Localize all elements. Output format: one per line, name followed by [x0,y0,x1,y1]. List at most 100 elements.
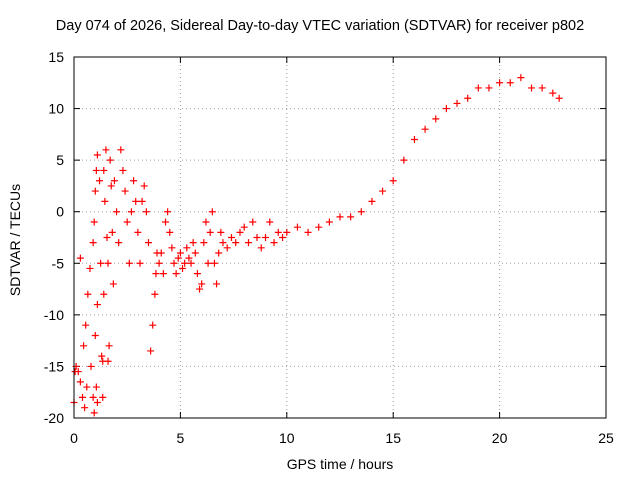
data-point [110,177,118,185]
y-tick-label: 5 [56,152,64,168]
data-point [196,285,204,293]
data-point [474,84,482,92]
data-point [127,208,135,216]
data-point [80,342,88,350]
data-point [101,197,109,205]
data-point [89,393,97,401]
data-point [92,383,100,391]
data-point [106,156,114,164]
data-point [170,259,178,267]
data-point [227,234,235,241]
data-point [93,301,101,309]
data-point [304,228,312,236]
data-point [102,146,110,154]
y-tick-label: 0 [56,204,64,220]
data-point [185,254,193,262]
data-point [283,228,291,236]
data-point [136,259,144,267]
x-tick-label: 0 [70,430,78,446]
data-point [89,239,97,247]
data-point [215,249,223,257]
data-point [149,321,157,329]
data-point [90,218,98,226]
data-point [164,208,172,216]
data-point [191,249,199,257]
data-point [204,259,212,267]
data-point [76,378,84,386]
data-point [100,290,108,298]
data-point [202,218,210,226]
data-point [183,244,191,252]
data-point [325,218,333,226]
data-point [162,218,170,226]
data-point [151,290,159,298]
data-point [244,239,252,247]
data-point [159,270,167,278]
data-point [125,259,133,267]
data-point [174,254,182,262]
x-tick-label: 20 [492,430,508,446]
data-point [187,259,195,267]
data-point [179,264,187,272]
data-point [108,228,116,236]
data-point [98,352,106,360]
x-tick-label: 10 [279,430,295,446]
data-point [142,208,150,216]
data-point [104,259,112,267]
data-point [217,228,225,236]
data-point [293,223,301,231]
data-point [83,383,91,391]
data-point [347,213,355,221]
data-point [517,74,525,82]
data-point [76,254,84,262]
data-point [123,218,131,226]
data-point [168,244,176,252]
data-point [157,249,165,257]
data-point [109,280,117,288]
data-point [453,99,461,107]
x-tick-label: 15 [385,430,401,446]
data-point [97,259,105,267]
data-point [155,259,163,267]
data-point [147,347,155,355]
data-point [528,84,536,92]
data-point [206,228,214,236]
axis-ticks [73,56,607,419]
data-point [92,166,100,174]
data-point [115,239,123,247]
data-point [119,166,127,174]
data-point [96,177,104,185]
data-point [90,409,98,417]
data-point [84,290,92,298]
data-point [464,94,472,102]
data-point [140,182,148,190]
data-point [421,125,429,133]
data-point [91,187,99,195]
data-point [152,270,160,278]
data-point [485,84,493,92]
data-point [82,321,90,329]
data-point [198,280,206,288]
data-point [379,187,387,195]
data-point [81,404,89,412]
y-axis-label: SDTVAR / TECUs [7,183,23,297]
data-point [121,187,129,195]
data-point [236,228,244,236]
y-tick-label: -10 [44,307,64,323]
data-point [279,234,287,241]
data-point [93,399,101,407]
data-point [232,239,240,247]
chart-title: Day 074 of 2026, Sidereal Day-to-day VTE… [55,18,585,34]
data-point [87,362,95,370]
data-point [555,94,563,102]
data-point [79,393,87,401]
data-point [100,166,108,174]
data-point [172,270,180,278]
data-point [270,239,278,247]
y-tick-label: -20 [44,410,64,426]
data-point [74,368,82,376]
data-point [105,342,113,350]
data-point [99,393,107,401]
x-axis-label: GPS time / hours [286,456,394,472]
